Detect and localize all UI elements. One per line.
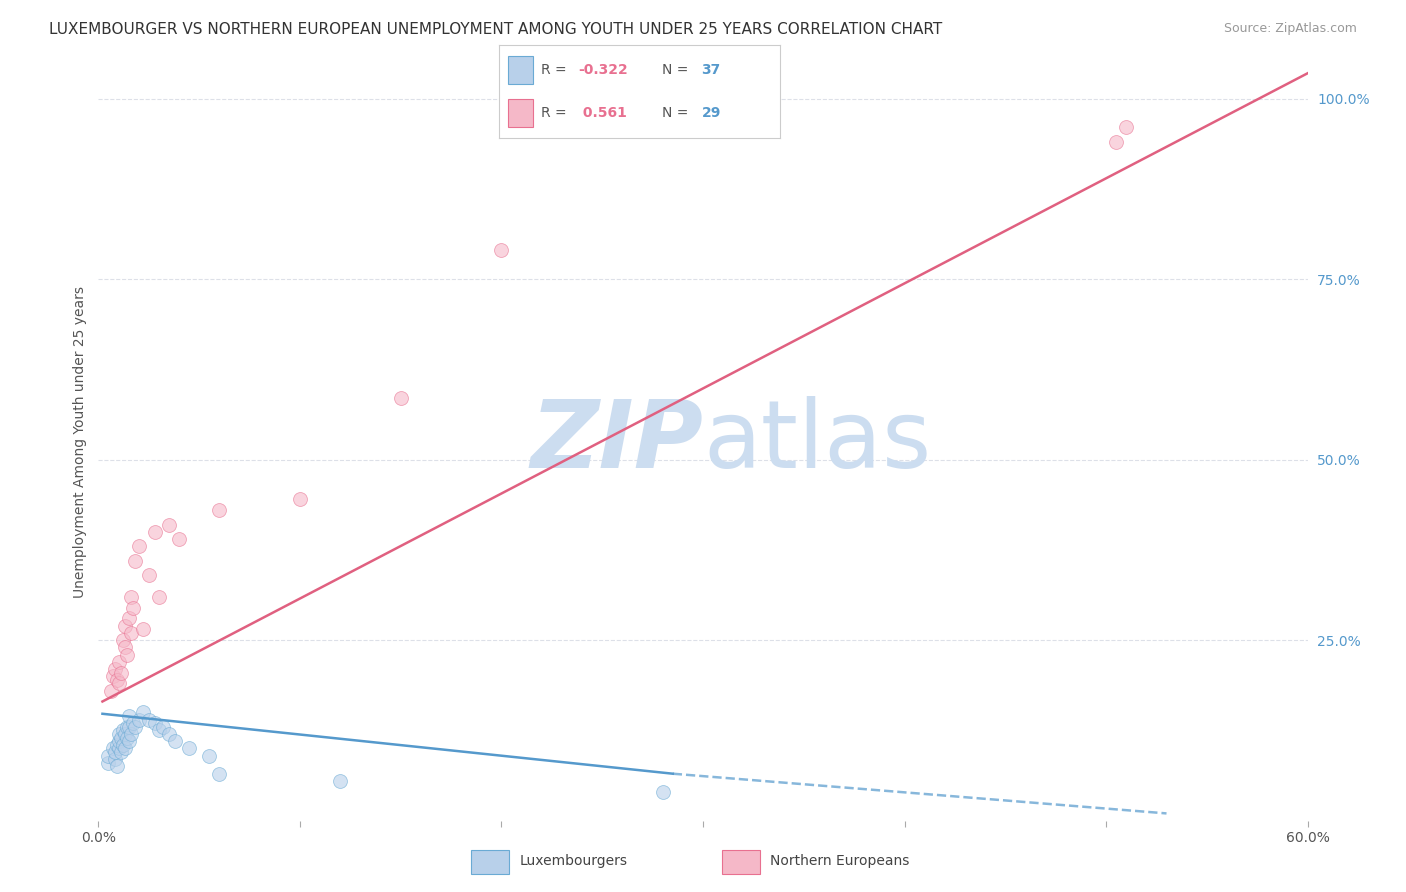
Point	[1115, 120, 1137, 135]
Point	[110, 731, 132, 745]
Point	[100, 683, 122, 698]
Point	[115, 731, 138, 745]
Point	[128, 539, 150, 553]
Point	[110, 665, 132, 680]
Text: R =: R =	[541, 106, 567, 120]
Point	[114, 727, 136, 741]
Point	[143, 716, 166, 731]
Point	[97, 748, 120, 763]
Text: Luxembourgers: Luxembourgers	[519, 854, 627, 868]
Point	[118, 734, 141, 748]
Point	[198, 748, 221, 763]
Text: N =: N =	[662, 63, 689, 77]
Point	[107, 655, 129, 669]
Y-axis label: Unemployment Among Youth under 25 years: Unemployment Among Youth under 25 years	[73, 285, 87, 598]
Point	[124, 720, 146, 734]
Text: -0.322: -0.322	[578, 63, 627, 77]
Point	[114, 640, 136, 655]
Point	[138, 568, 160, 582]
Point	[118, 611, 141, 625]
Point	[118, 709, 141, 723]
Point	[132, 706, 155, 720]
Point	[107, 676, 129, 690]
Point	[1105, 135, 1128, 149]
Text: 29: 29	[702, 106, 721, 120]
Point	[124, 554, 146, 568]
Point	[138, 713, 160, 727]
Point	[105, 673, 128, 687]
Point	[97, 756, 120, 770]
Text: atlas: atlas	[703, 395, 931, 488]
Point	[103, 745, 125, 759]
Point	[115, 648, 138, 662]
Point	[167, 532, 190, 546]
Point	[118, 720, 141, 734]
Point	[128, 713, 150, 727]
Point	[107, 727, 129, 741]
Text: 0.561: 0.561	[578, 106, 627, 120]
Text: ZIP: ZIP	[530, 395, 703, 488]
Point	[179, 741, 201, 756]
Point	[114, 618, 136, 632]
Point	[107, 734, 129, 748]
Point	[105, 738, 128, 752]
Point	[111, 738, 134, 752]
Point	[288, 492, 311, 507]
Point	[107, 741, 129, 756]
Point	[114, 741, 136, 756]
Text: Northern Europeans: Northern Europeans	[770, 854, 910, 868]
Point	[491, 243, 513, 257]
Point	[101, 741, 124, 756]
Point	[148, 590, 170, 604]
Point	[110, 745, 132, 759]
Point	[115, 720, 138, 734]
Text: LUXEMBOURGER VS NORTHERN EUROPEAN UNEMPLOYMENT AMONG YOUTH UNDER 25 YEARS CORREL: LUXEMBOURGER VS NORTHERN EUROPEAN UNEMPL…	[49, 22, 942, 37]
Bar	[723, 849, 759, 874]
Point	[208, 503, 231, 517]
Point	[120, 626, 142, 640]
Point	[329, 773, 352, 788]
Point	[152, 720, 174, 734]
Point	[148, 723, 170, 738]
Point	[157, 727, 180, 741]
Point	[651, 785, 673, 799]
Text: N =: N =	[662, 106, 689, 120]
Bar	[508, 56, 533, 84]
Point	[101, 669, 124, 683]
Point	[121, 600, 143, 615]
Text: 37: 37	[702, 63, 721, 77]
Point	[120, 727, 142, 741]
Bar	[508, 99, 533, 127]
Point	[103, 662, 125, 676]
Point	[132, 622, 155, 636]
Point	[208, 766, 231, 780]
Text: R =: R =	[541, 63, 567, 77]
Point	[157, 517, 180, 532]
Point	[389, 391, 412, 405]
Point	[143, 524, 166, 539]
Point	[121, 716, 143, 731]
Point	[120, 590, 142, 604]
Bar	[471, 849, 509, 874]
Text: Source: ZipAtlas.com: Source: ZipAtlas.com	[1223, 22, 1357, 36]
Point	[111, 723, 134, 738]
Point	[163, 734, 186, 748]
Point	[105, 759, 128, 773]
Point	[103, 752, 125, 766]
Point	[111, 633, 134, 648]
